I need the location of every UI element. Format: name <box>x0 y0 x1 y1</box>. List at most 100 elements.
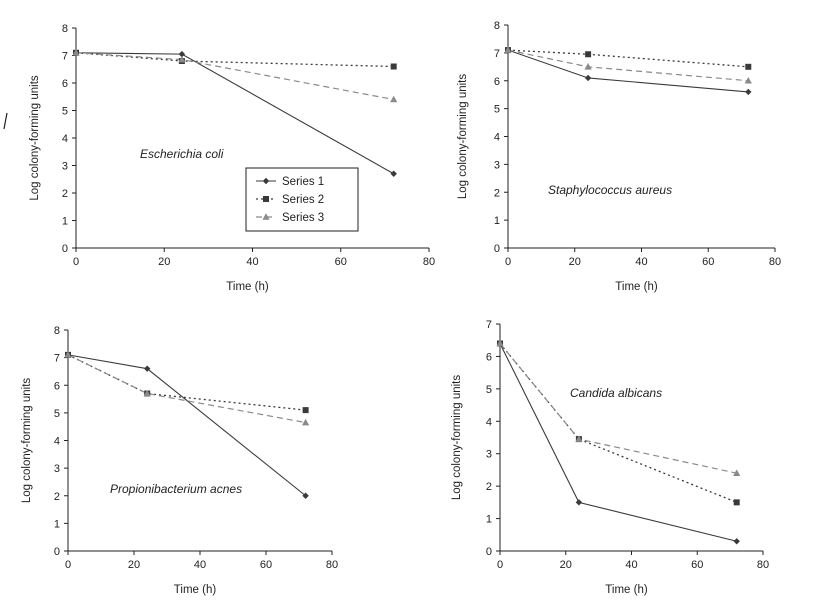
y-tick-label: 6 <box>494 76 500 88</box>
y-tick-label: 7 <box>62 51 68 63</box>
series-1-point <box>575 499 583 506</box>
y-tick-label: 0 <box>62 243 68 255</box>
y-axis-title: Log colony-forming units <box>457 74 469 200</box>
y-tick-label: 5 <box>494 104 500 116</box>
series-3-point <box>584 63 592 70</box>
series-2-line <box>499 343 737 503</box>
y-tick-label: 0 <box>494 243 500 255</box>
y-tick-label: 4 <box>494 132 500 144</box>
series-1-point <box>584 74 592 82</box>
series-3-point <box>390 95 398 103</box>
series-3-point <box>733 469 741 476</box>
y-axis-title: Log colony-forming units <box>451 375 463 501</box>
x-tick-label: 40 <box>625 559 637 571</box>
y-tick-label: 0 <box>54 546 60 558</box>
series-1-point <box>745 88 752 96</box>
y-tick-label: 7 <box>494 48 500 60</box>
series-3-line <box>499 343 737 474</box>
x-tick-label: 20 <box>158 256 170 268</box>
series-3-point <box>64 351 72 358</box>
series-2-point <box>733 499 740 506</box>
series-2-point <box>585 51 592 58</box>
y-tick-label: 7 <box>486 319 492 331</box>
x-tick-label: 40 <box>194 559 206 571</box>
x-tick-label: 80 <box>326 559 338 571</box>
series-1-line <box>67 354 306 497</box>
series-3-point <box>744 76 752 84</box>
y-tick-label: 3 <box>486 449 492 461</box>
y-tick-label: 5 <box>62 106 68 118</box>
legend: Series 1 Series 2 Series 3 <box>245 167 359 232</box>
y-tick-label: 4 <box>62 133 68 145</box>
y-tick-label: 3 <box>494 159 500 171</box>
y-tick-label: 1 <box>62 216 68 228</box>
x-tick-label: 60 <box>335 256 347 268</box>
y-tick-label: 4 <box>486 416 492 428</box>
series-3-point <box>575 435 583 442</box>
series-1-point <box>390 170 397 177</box>
series-2-point <box>745 63 752 70</box>
y-tick-label: 1 <box>486 514 492 526</box>
legend-label-series-3: Series 3 <box>282 212 324 224</box>
series-3-point <box>178 55 186 63</box>
series-3-point <box>143 389 151 397</box>
series-3-line <box>507 49 749 82</box>
x-axis-title: Time (h) <box>615 281 658 293</box>
y-tick-label: 2 <box>62 188 68 200</box>
y-tick-label: 8 <box>62 23 68 35</box>
y-axis-title: Log colony-forming units <box>21 378 33 504</box>
x-axis-title: Time (h) <box>226 281 269 293</box>
y-tick-label: 3 <box>54 463 60 475</box>
series-3-point <box>302 418 310 426</box>
x-tick-label: 20 <box>560 559 572 571</box>
y-tick-label: 8 <box>54 325 60 337</box>
legend-label-series-2: Series 2 <box>282 194 324 206</box>
series-1-point <box>302 492 309 499</box>
x-tick-label: 40 <box>246 256 258 268</box>
series-1-point <box>733 538 740 545</box>
y-tick-label: 3 <box>62 161 68 173</box>
y-tick-label: 5 <box>486 384 492 396</box>
series-2-line <box>67 354 306 411</box>
y-tick-label: 1 <box>494 215 500 227</box>
series-3-line <box>75 52 394 101</box>
legend-marker-series-1 <box>262 177 270 185</box>
y-tick-label: 2 <box>54 491 60 503</box>
series-1-line <box>507 49 749 93</box>
legend-marker-series-2 <box>263 196 269 202</box>
x-tick-label: 0 <box>65 559 71 571</box>
x-tick-label: 60 <box>260 559 272 571</box>
y-axis-title: Log colony-forming units <box>29 75 41 201</box>
x-axis-title: Time (h) <box>174 584 217 596</box>
x-axis-title: Time (h) <box>605 584 648 596</box>
y-tick-label: 6 <box>54 380 60 392</box>
series-1-line <box>75 52 394 175</box>
legend-label-series-1: Series 1 <box>282 176 324 188</box>
series-1-point <box>144 365 151 372</box>
organism-annotation: Candida albicans <box>570 386 662 400</box>
y-tick-label: 1 <box>54 518 60 530</box>
series-2-line <box>507 49 749 68</box>
y-tick-label: 0 <box>486 546 492 558</box>
series-2-point <box>390 63 397 70</box>
x-tick-label: 0 <box>497 559 503 571</box>
series-1-line <box>499 343 737 542</box>
organism-annotation: Escherichia coli <box>140 147 224 161</box>
organism-annotation: Propionibacterium acnes <box>110 482 242 496</box>
legend-marker-series-3 <box>262 213 270 220</box>
y-tick-label: 6 <box>486 351 492 363</box>
x-tick-label: 80 <box>757 559 769 571</box>
y-tick-label: 5 <box>54 408 60 420</box>
y-tick-label: 6 <box>62 78 68 90</box>
y-tick-label: 2 <box>494 187 500 199</box>
x-tick-label: 0 <box>505 256 511 268</box>
series-3-point <box>496 339 504 347</box>
series-3-point <box>504 46 512 53</box>
x-tick-label: 80 <box>769 256 781 268</box>
y-tick-label: 4 <box>54 436 60 448</box>
series-2-point <box>302 407 309 414</box>
